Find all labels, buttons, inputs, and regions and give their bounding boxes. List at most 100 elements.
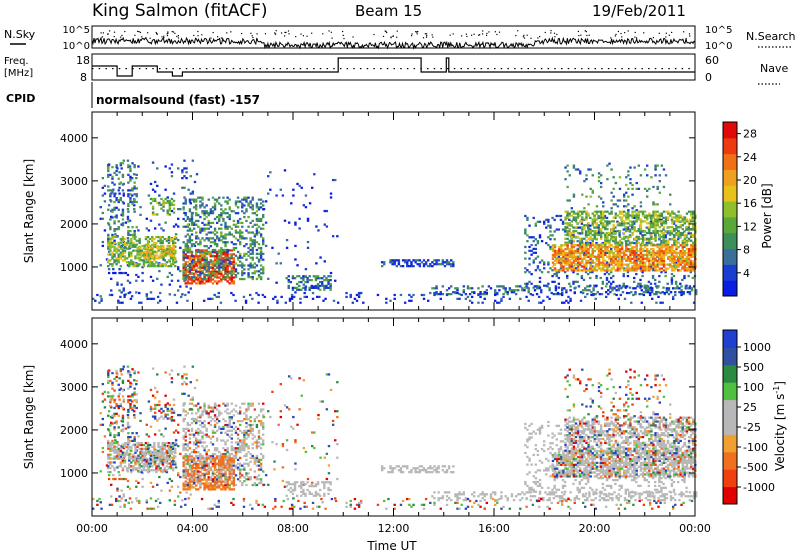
range-gate-cell [192, 221, 196, 224]
range-gate-cell [121, 183, 125, 186]
range-gate-cell [230, 233, 233, 236]
range-gate-cell [639, 286, 642, 289]
range-gate-cell [597, 257, 601, 260]
range-gate-cell [156, 254, 159, 257]
range-gate-cell [113, 401, 116, 404]
range-gate-cell [562, 259, 565, 262]
range-gate-cell [589, 276, 592, 280]
range-gate-cell [257, 293, 260, 297]
range-gate-cell [558, 257, 561, 260]
range-gate-cell [232, 258, 236, 262]
range-gate-cell [643, 187, 647, 190]
range-gate-cell [568, 265, 571, 268]
range-gate-cell [620, 267, 624, 270]
range-gate-cell [139, 206, 142, 209]
range-gate-cell [607, 220, 611, 223]
range-gate-cell [524, 257, 527, 260]
range-gate-cell [209, 253, 213, 256]
range-gate-cell [675, 220, 678, 223]
range-gate-cell [117, 255, 120, 258]
range-gate-cell [604, 269, 607, 272]
range-gate-cell [593, 214, 597, 217]
range-gate-cell [113, 235, 116, 239]
range-gate-cell [345, 295, 348, 299]
range-gate-cell [247, 274, 250, 277]
noise-search-dot [424, 33, 426, 35]
range-gate-cell [153, 213, 157, 216]
range-gate-cell [508, 297, 512, 300]
range-gate-cell [549, 234, 552, 237]
range-gate-cell [599, 218, 603, 221]
range-gate-cell [604, 239, 607, 242]
range-gate-cell [135, 291, 138, 294]
noise-search-dot [665, 36, 667, 38]
range-gate-cell [122, 287, 125, 290]
range-gate-cell [477, 301, 480, 304]
range-gate-cell [589, 246, 592, 249]
range-gate-cell [209, 260, 213, 263]
range-gate-cell [674, 280, 678, 283]
range-gate-cell [669, 249, 672, 253]
range-gate-cell [318, 288, 322, 291]
range-gate-cell [117, 245, 120, 248]
noise-search-dot [284, 31, 286, 34]
range-gate-cell [639, 218, 643, 221]
range-gate-cell [108, 293, 112, 297]
range-gate-cell [230, 260, 233, 264]
range-gate-cell [587, 241, 590, 244]
range-gate-cell [622, 193, 626, 196]
range-gate-cell [121, 301, 124, 304]
noise-search-dot [163, 35, 165, 37]
range-gate-cell [249, 202, 252, 205]
range-gate-cell [650, 176, 653, 179]
range-gate-cell [306, 219, 310, 222]
range-gate-cell [165, 265, 169, 268]
range-gate-cell [203, 229, 206, 232]
range-gate-cell [251, 256, 254, 259]
range-gate-cell [591, 233, 594, 237]
range-gate-cell [648, 291, 652, 295]
range-gate-cell [595, 212, 599, 215]
noise-search-dot [523, 34, 525, 37]
range-gate-cell [120, 489, 123, 492]
range-gate-cell [466, 285, 470, 288]
range-gate-cell [192, 272, 196, 275]
range-gate-cell [620, 222, 623, 225]
range-gate-cell [215, 266, 219, 269]
range-gate-cell [226, 248, 229, 252]
range-gate-cell [304, 280, 307, 284]
range-gate-cell [349, 293, 352, 297]
range-gate-cell [551, 216, 554, 220]
range-gate-cell [590, 293, 593, 297]
range-gate-cell [597, 232, 600, 235]
range-gate-cell [184, 260, 187, 264]
range-gate-cell [595, 218, 599, 221]
range-gate-cell [148, 261, 152, 264]
range-gate-cell [166, 211, 169, 214]
range-gate-cell [285, 277, 288, 280]
range-gate-cell [130, 255, 133, 258]
range-gate-cell [651, 287, 654, 290]
range-gate-cell [259, 233, 263, 236]
range-gate-cell [149, 244, 153, 248]
range-gate-cell [401, 265, 405, 268]
range-gate-cell [271, 246, 274, 249]
range-gate-cell [646, 255, 649, 259]
range-gate-cell [314, 284, 318, 288]
range-gate-cell [182, 264, 185, 267]
range-gate-cell [234, 243, 238, 246]
range-gate-cell [241, 235, 244, 238]
noise-search-dot [342, 30, 344, 33]
range-gate-cell [121, 210, 125, 213]
range-gate-cell [182, 208, 185, 211]
range-gate-cell [172, 252, 176, 255]
range-gate-cell [574, 269, 578, 272]
range-gate-cell [168, 252, 172, 255]
range-gate-cell [456, 287, 459, 290]
range-gate-cell [664, 269, 668, 272]
range-gate-cell [226, 262, 229, 265]
range-gate-cell [681, 216, 684, 219]
range-gate-cell [403, 301, 407, 304]
range-gate-cell [687, 237, 691, 240]
range-gate-cell [566, 241, 569, 244]
